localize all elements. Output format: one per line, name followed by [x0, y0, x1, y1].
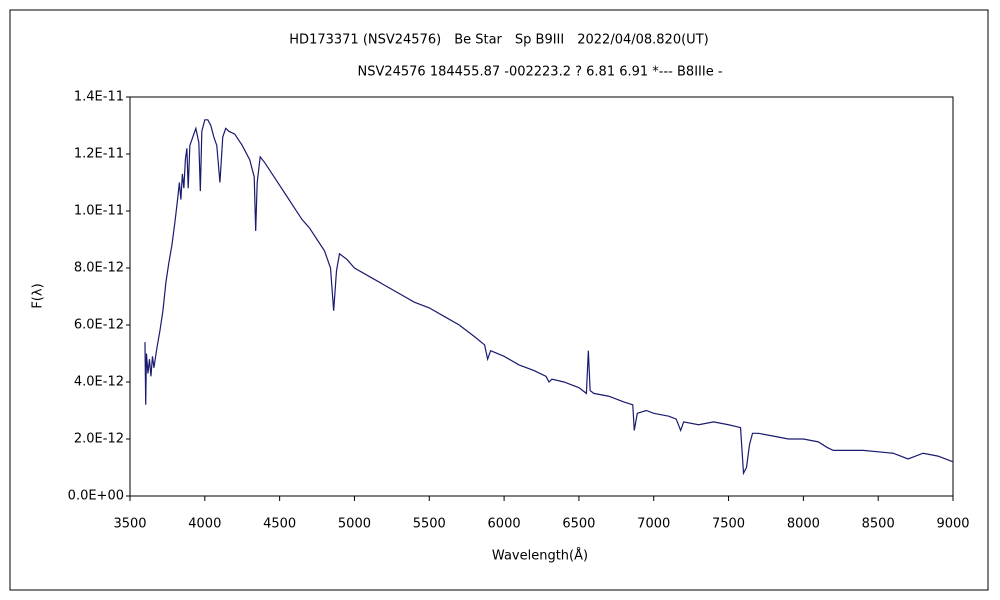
x-tick-label: 5500 [413, 517, 446, 532]
spectrum-line [144, 119, 954, 476]
chart-subtitle: NSV24576 184455.87 -002223.2 ? 6.81 6.91… [357, 65, 722, 80]
y-tick-label: 4.0E-12 [74, 375, 124, 390]
x-tick-label: 6000 [488, 517, 521, 532]
x-tick-label: 3500 [113, 517, 146, 532]
x-tick-label: 8500 [862, 517, 895, 532]
y-tick-label: 6.0E-12 [74, 318, 124, 333]
x-tick-label: 7500 [712, 517, 745, 532]
x-tick-label: 6500 [562, 517, 595, 532]
x-tick-label: 4000 [188, 517, 221, 532]
y-tick-label: 1.0E-11 [74, 204, 124, 219]
x-tick-label: 7000 [637, 517, 670, 532]
y-tick-label: 0.0E+00 [68, 489, 124, 504]
y-tick-label: 1.4E-11 [74, 90, 124, 105]
y-tick-label: 2.0E-12 [74, 432, 124, 447]
y-tick-label: 8.0E-12 [74, 261, 124, 276]
x-tick-label: 4500 [263, 517, 296, 532]
x-tick-label: 9000 [936, 517, 969, 532]
plot-area [129, 96, 954, 497]
chart-title: HD173371 (NSV24576) Be Star Sp B9III 202… [289, 33, 708, 48]
x-axis-label: Wavelength(Å) [492, 548, 588, 564]
x-tick-label: 5000 [338, 517, 371, 532]
y-tick-label: 1.2E-11 [74, 147, 124, 162]
y-axis-label: F(λ) [31, 283, 46, 308]
x-tick-label: 8000 [787, 517, 820, 532]
